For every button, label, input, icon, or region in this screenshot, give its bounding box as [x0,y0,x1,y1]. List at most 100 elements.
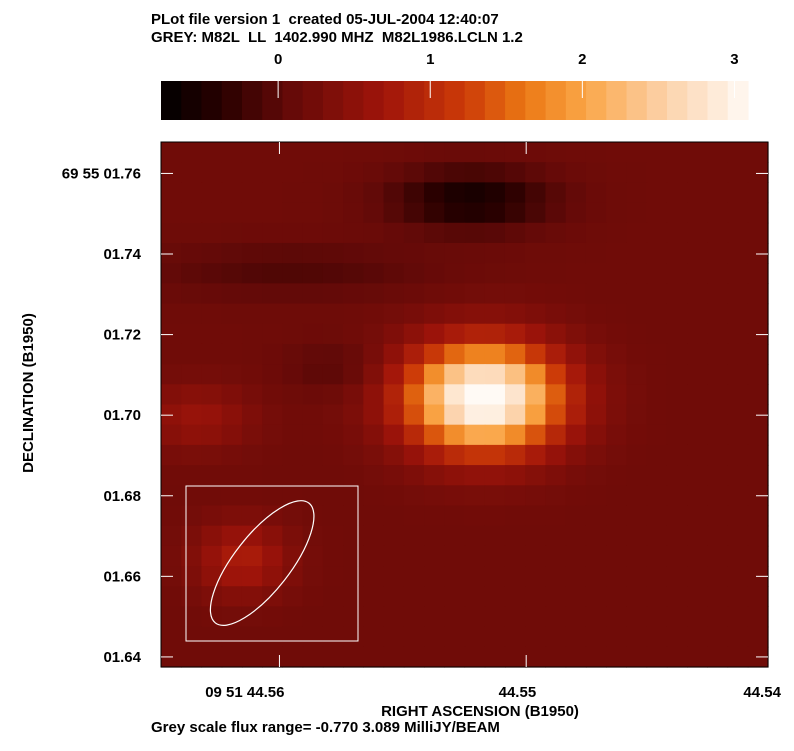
heatmap-pixel [585,566,607,587]
heatmap-pixel [302,343,324,365]
heatmap-pixel [201,566,223,587]
heatmap-pixel [585,182,607,204]
x-tick-label: 44.55 [499,684,537,701]
heatmap-pixel [484,364,506,385]
heatmap-pixel [666,545,688,567]
heatmap-pixel [343,606,364,628]
heatmap-pixel [464,142,486,163]
heatmap-pixel [363,384,385,406]
heatmap-pixel [363,505,385,527]
heatmap-pixel [161,586,182,608]
heatmap-pixel [363,364,385,385]
heatmap-pixel [282,182,304,204]
heatmap-pixel [302,142,324,163]
heatmap-pixel [403,545,425,567]
heatmap-pixel [403,525,425,547]
heatmap-pixel [403,626,425,648]
heatmap-pixel [646,606,668,628]
y-tick-label: 01.66 [103,568,141,585]
heatmap-pixel [707,303,729,325]
heatmap-pixel [565,586,587,608]
heatmap-pixel [606,545,627,567]
heatmap-pixel [302,222,324,244]
heatmap-pixel [444,485,466,507]
heatmap-pixel [383,242,405,264]
colorbar-segment [586,81,607,120]
heatmap-pixel [565,485,587,507]
heatmap-pixel [565,566,587,587]
heatmap-pixel [343,263,364,284]
heatmap-pixel [464,566,486,587]
heatmap-pixel [221,586,243,608]
heatmap-pixel [241,485,263,507]
heatmap-pixel [282,646,304,668]
heatmap-pixel [241,323,263,345]
heatmap-pixel [747,586,769,608]
heatmap-pixel [424,202,445,224]
heatmap-pixel [606,606,627,628]
heatmap-pixel [383,162,405,183]
heatmap-pixel [504,566,526,587]
heatmap-pixel [343,626,364,648]
heatmap-pixel [504,263,526,284]
heatmap-pixel [626,626,648,648]
heatmap-pixel [747,343,769,365]
heatmap-pixel [363,162,385,183]
heatmap-pixel [565,444,587,466]
heatmap-pixel [626,202,648,224]
heatmap-pixel [707,283,729,305]
heatmap-pixel [504,222,526,244]
heatmap-pixel [545,586,567,608]
heatmap-pixel [687,142,708,163]
heatmap-pixel [161,545,182,567]
heatmap-pixel [383,404,405,426]
heatmap-pixel [181,142,203,163]
heatmap-pixel [747,424,769,446]
heatmap-pixel [747,606,769,628]
heatmap-pixel [565,465,587,486]
heatmap-pixel [747,545,769,567]
heatmap-pixel [241,404,263,426]
heatmap-pixel [241,444,263,466]
heatmap-pixel [646,283,668,305]
heatmap-pixel [282,303,304,325]
heatmap-pixel [727,263,749,284]
heatmap-pixel [646,303,668,325]
y-tick-label: 01.68 [103,488,141,505]
heatmap-pixel [504,646,526,668]
colorbar-tick-label: 1 [426,51,434,68]
beam-indicator [185,485,359,642]
heatmap-pixel [161,222,182,244]
heatmap-pixel [262,566,283,587]
heatmap-pixel [464,404,486,426]
heatmap-pixel [424,646,445,668]
heatmap-pixel [241,646,263,668]
heatmap-pixel [484,283,506,305]
heatmap-pixel [464,606,486,628]
heatmap-pixel [504,343,526,365]
heatmap-pixel [707,142,729,163]
heatmap-image [161,142,769,668]
heatmap-pixel [302,424,324,446]
heatmap-pixel [181,505,203,527]
heatmap-pixel [545,444,567,466]
heatmap-pixel [727,626,749,648]
heatmap-pixel [646,323,668,345]
heatmap-pixel [161,384,182,406]
heatmap-pixel [444,202,466,224]
heatmap-pixel [687,364,708,385]
y-tick-label: 01.70 [103,407,141,424]
heatmap-pixel [424,424,445,446]
heatmap-pixel [606,263,627,284]
heatmap-pixel [444,626,466,648]
heatmap-pixel [606,505,627,527]
heatmap-pixel [383,586,405,608]
heatmap-pixel [343,323,364,345]
heatmap-pixel [282,404,304,426]
map-frame [160,141,769,668]
colorbar [161,81,749,120]
heatmap-pixel [221,283,243,305]
colorbar-segment [383,81,405,120]
flux-range-caption: Grey scale flux range= -0.770 3.089 Mill… [151,719,500,736]
